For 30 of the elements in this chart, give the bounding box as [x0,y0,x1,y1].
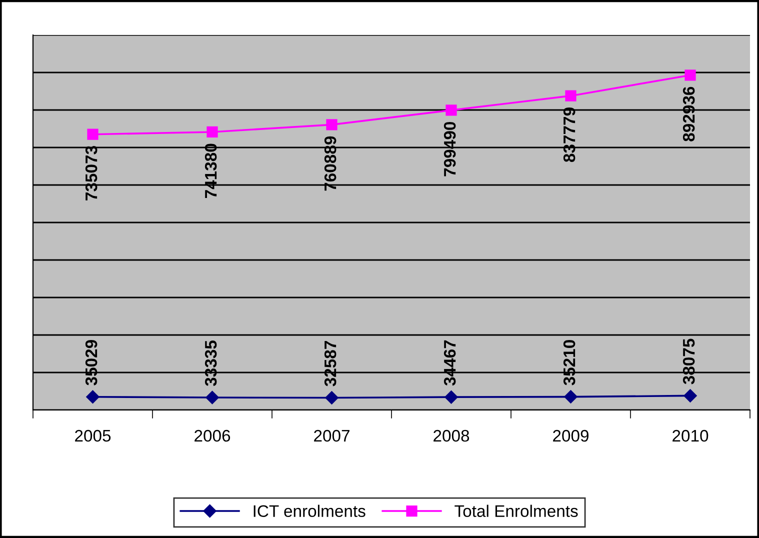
data-label: 741380 [204,144,217,198]
point [87,128,98,140]
data-label: 35210 [563,340,576,386]
data-label: 33335 [204,340,217,386]
point [86,390,100,404]
x-tick-label: 2010 [672,430,708,442]
point [684,70,696,81]
point [564,390,578,404]
point [684,389,697,402]
point [325,391,338,404]
data-label: 760889 [324,136,336,191]
point [444,390,458,404]
legend-label: Total Enrolments [454,504,578,518]
point [446,104,457,116]
x-tick-label: 2008 [434,430,470,442]
data-label: 892936 [682,86,695,142]
point [565,90,576,102]
point [326,119,338,130]
data-label: 38075 [682,338,695,384]
x-tick-label: 2006 [194,430,230,442]
data-label: 34467 [444,340,456,386]
x-tick-label: 2007 [314,430,350,442]
data-label: 32587 [324,341,336,386]
data-label: 799490 [444,122,456,176]
x-tick-label: 2005 [75,430,111,442]
x-tick-label: 2009 [553,430,588,442]
legend-label: ICT enrolments [254,504,366,518]
point [206,126,218,138]
point [206,390,219,404]
data-label: 35029 [85,340,98,386]
